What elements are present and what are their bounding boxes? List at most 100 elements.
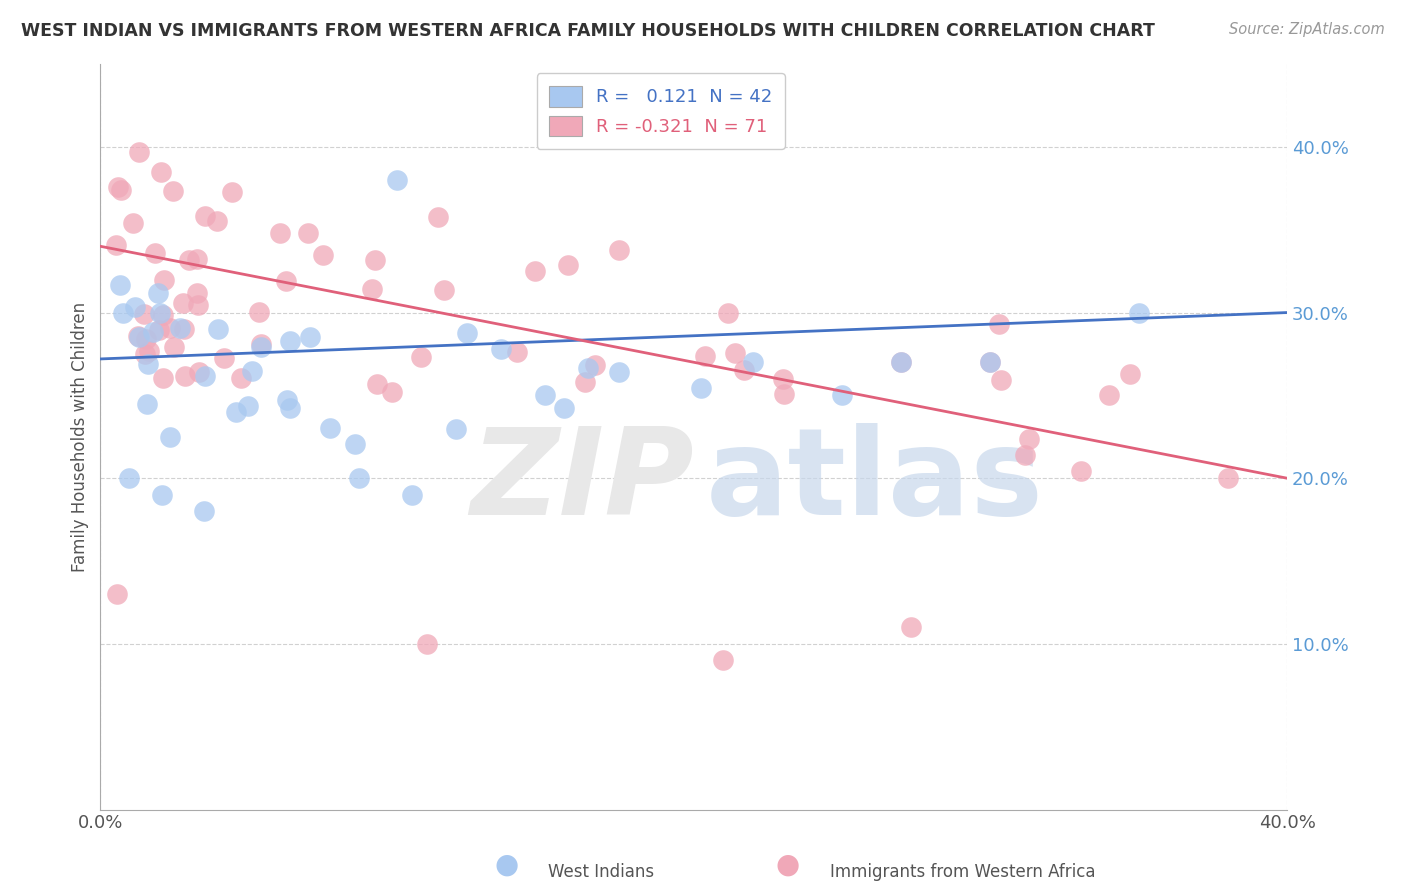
Point (831, 388, 853, 402)
Point (607, 365, 630, 379)
Text: atlas: atlas (706, 423, 1043, 540)
Point (427, 210, 450, 224)
Point (225, 405, 247, 419)
Point (433, 283, 456, 297)
Point (401, 488, 423, 502)
Point (249, 337, 271, 351)
Point (127, 328, 149, 343)
Point (456, 326, 478, 340)
Point (890, 355, 912, 369)
Point (523, 264, 546, 278)
Point (574, 376, 596, 390)
Point (148, 323, 170, 337)
Point (446, 421, 468, 435)
Point (173, 368, 195, 383)
Point (979, 355, 1001, 369)
Point (128, 330, 150, 344)
Point (121, 216, 143, 230)
Point (1018, 432, 1040, 446)
Point (207, 213, 229, 227)
Y-axis label: Family Households with Children: Family Households with Children (72, 301, 89, 572)
Point (269, 226, 291, 240)
Point (146, 285, 169, 300)
Text: ●: ● (775, 850, 800, 879)
Point (110, 182, 132, 196)
Point (212, 351, 235, 365)
Point (186, 252, 208, 266)
Point (152, 308, 174, 322)
Point (250, 340, 273, 354)
Point (143, 245, 166, 260)
Point (557, 258, 579, 272)
Point (194, 209, 217, 223)
Text: WEST INDIAN VS IMMIGRANTS FROM WESTERN AFRICA FAMILY HOUSEHOLDS WITH CHILDREN CO: WEST INDIAN VS IMMIGRANTS FROM WESTERN A… (21, 22, 1154, 40)
Point (890, 355, 912, 369)
Point (240, 364, 263, 378)
Point (366, 377, 388, 392)
Point (1216, 471, 1239, 485)
Point (149, 306, 172, 320)
Point (576, 361, 599, 376)
Point (247, 305, 270, 319)
Point (506, 345, 529, 359)
Point (104, 238, 127, 252)
Point (172, 296, 194, 310)
Point (1014, 448, 1036, 462)
Point (298, 330, 321, 344)
Point (742, 355, 765, 369)
Point (136, 397, 159, 411)
Text: ZIP: ZIP (470, 423, 693, 540)
Point (276, 392, 298, 407)
Point (312, 248, 335, 262)
Text: Source: ZipAtlas.com: Source: ZipAtlas.com (1229, 22, 1385, 37)
Point (693, 349, 716, 363)
Point (153, 273, 176, 287)
Point (1098, 388, 1121, 402)
Point (360, 282, 382, 296)
Point (162, 184, 184, 198)
Point (990, 373, 1012, 387)
Point (1070, 464, 1092, 478)
Point (112, 305, 135, 319)
Text: Immigrants from Western Africa: Immigrants from Western Africa (830, 863, 1095, 881)
Point (193, 504, 215, 518)
Point (491, 342, 513, 356)
Point (107, 180, 129, 194)
Point (772, 372, 794, 386)
Point (194, 369, 217, 384)
Point (179, 252, 201, 267)
Text: West Indians: West Indians (548, 863, 654, 881)
Point (187, 365, 209, 379)
Point (105, 587, 128, 601)
Point (150, 488, 173, 502)
Point (236, 399, 259, 413)
Point (186, 298, 208, 312)
Point (159, 321, 181, 335)
Point (149, 165, 172, 179)
Point (207, 322, 229, 336)
Point (344, 437, 367, 451)
Point (553, 401, 575, 415)
Point (134, 347, 156, 361)
Point (689, 381, 711, 395)
Legend: R =   0.121  N = 42, R = -0.321  N = 71: R = 0.121 N = 42, R = -0.321 N = 71 (537, 73, 785, 149)
Point (772, 387, 794, 401)
Text: ●: ● (494, 850, 519, 879)
Point (381, 384, 404, 399)
Point (347, 471, 370, 485)
Point (173, 321, 195, 335)
Point (138, 343, 160, 358)
Point (221, 185, 243, 199)
Point (583, 358, 606, 372)
Point (534, 388, 557, 402)
Point (163, 340, 186, 354)
Point (136, 357, 159, 371)
Point (711, 653, 734, 667)
Point (717, 306, 740, 320)
Point (724, 346, 747, 360)
Point (159, 430, 181, 444)
Point (1128, 305, 1150, 319)
Point (152, 370, 174, 384)
Point (319, 420, 342, 434)
Point (385, 173, 408, 187)
